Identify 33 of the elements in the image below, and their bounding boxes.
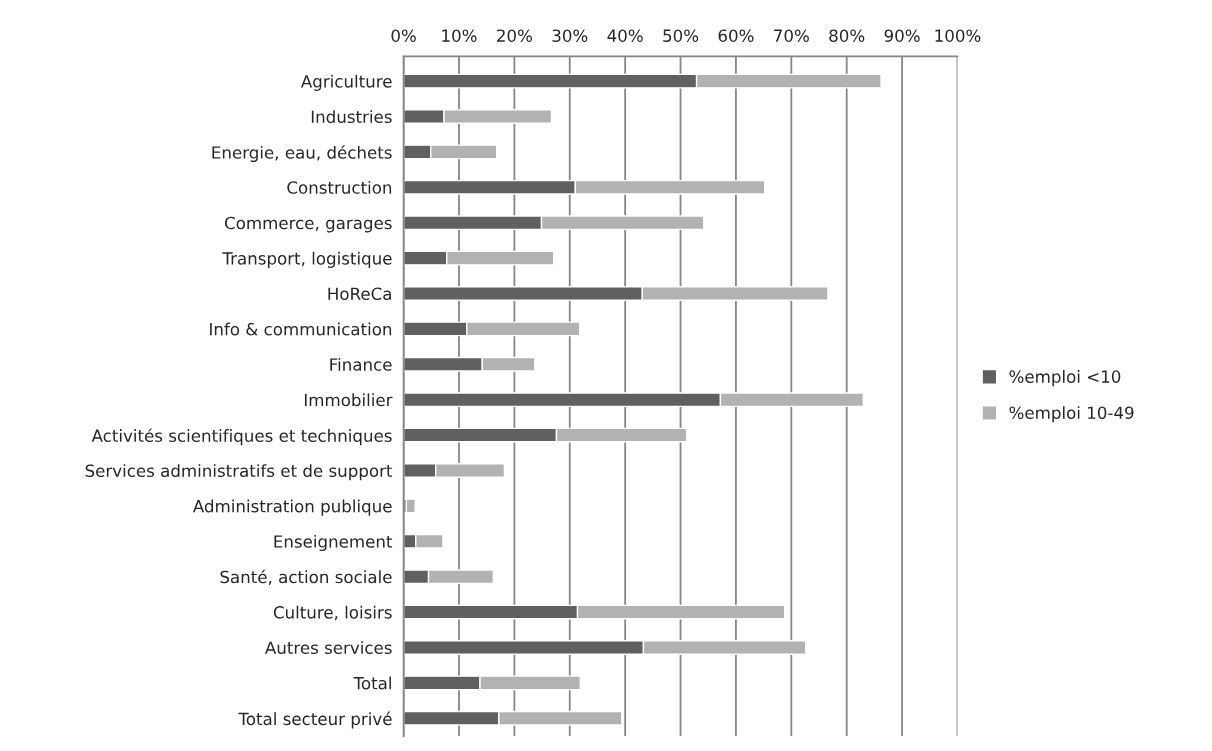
- y-tick-label: Commerce, garages: [224, 216, 392, 233]
- x-tick-label: 40%: [607, 29, 643, 42]
- x-tick-label: 10%: [442, 29, 477, 42]
- x-tick-label: 0%: [391, 29, 416, 42]
- y-tick-label: Administration publique: [192, 499, 392, 516]
- y-tick-label: Energie, eau, déchets: [212, 145, 392, 163]
- y-tick-label: Finance: [330, 357, 392, 371]
- y-tick-label: Services administratifs et de support: [85, 464, 393, 481]
- legend-label: %emploi <10: [1009, 370, 1121, 387]
- y-tick-label: Santé, action sociale: [220, 569, 392, 585]
- y-tick-label: Construction: [287, 180, 392, 194]
- y-tick-label: Activités scientifiques et techniques: [91, 428, 392, 446]
- y-tick-label: Info & communication: [210, 322, 392, 336]
- y-tick-label: Enseignement: [274, 534, 393, 552]
- x-tick-label: 30%: [552, 29, 588, 42]
- y-tick-label: Immobilier: [304, 393, 393, 407]
- y-tick-label: Culture, loisirs: [273, 605, 392, 621]
- x-tick-label: 100%: [935, 29, 981, 42]
- y-tick-label: Agriculture: [300, 74, 392, 91]
- x-tick-label: 60%: [718, 29, 754, 42]
- y-tick-label: Autres services: [265, 641, 392, 655]
- bar: [405, 498, 416, 514]
- x-tick-label: 90%: [884, 29, 920, 42]
- x-tick-label: 70%: [774, 29, 809, 42]
- y-tick-label: Industries: [311, 110, 392, 124]
- x-tick-label: 50%: [663, 29, 699, 42]
- y-tick-label: Total: [353, 676, 391, 690]
- legend-label: %emploi 10-49: [1009, 406, 1134, 423]
- y-tick-label: Transport, logistique: [222, 251, 392, 268]
- y-tick-label: Total secteur privé: [238, 711, 392, 729]
- y-tick-label: HoReCa: [328, 287, 391, 301]
- x-tick-label: 80%: [829, 29, 865, 42]
- x-tick-label: 20%: [497, 29, 532, 42]
